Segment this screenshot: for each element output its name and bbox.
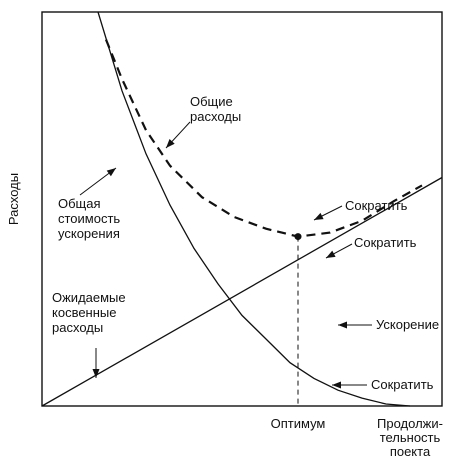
annotation-label-6: Сократить: [371, 377, 434, 392]
annotation-label-1: стоимость: [58, 211, 120, 226]
annotation-arrow-5-head: [338, 321, 347, 329]
optimum-point: [294, 233, 302, 241]
annotation-label-0: расходы: [190, 109, 241, 124]
annotation-label-2: расходы: [52, 320, 103, 335]
plot-frame: [41, 11, 443, 407]
annotation-label-0: Общие: [190, 94, 233, 109]
annotation-label-5: Ускорение: [376, 317, 439, 332]
x-axis-label: тельность: [380, 430, 441, 445]
annotation-label-3: Сократить: [345, 198, 408, 213]
annotation-arrow-0-head: [166, 139, 175, 148]
annotation-label-4: Сократить: [354, 235, 417, 250]
x-axis-label: поекта: [390, 444, 431, 459]
x-tick-label: Оптимум: [271, 416, 326, 431]
annotation-label-2: косвенные: [52, 305, 117, 320]
annotation-label-2: Ожидаемые: [52, 290, 126, 305]
series-line-2: [104, 39, 423, 238]
y-axis-label: Расходы: [6, 173, 21, 225]
annotation-label-1: ускорения: [58, 226, 120, 241]
annotation-arrow-4-head: [326, 250, 336, 258]
annotation-arrow-1-head: [106, 168, 116, 177]
annotation-arrow-2-head: [92, 369, 100, 378]
series-line-1: [41, 176, 443, 407]
annotation-label-1: Общая: [58, 196, 101, 211]
x-axis-label: Продолжи-: [377, 416, 443, 431]
series-line-0: [97, 11, 411, 407]
annotation-arrow-6-head: [332, 381, 341, 389]
annotation-arrow-3-head: [314, 212, 324, 220]
